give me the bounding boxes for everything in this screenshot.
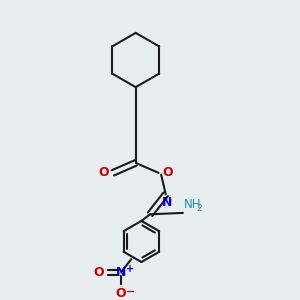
Text: O: O <box>116 287 127 300</box>
Text: N: N <box>116 266 126 279</box>
Text: O: O <box>98 167 109 179</box>
Text: N: N <box>162 196 172 209</box>
Text: O: O <box>93 266 104 279</box>
Text: O: O <box>163 167 173 179</box>
Text: +: + <box>126 264 134 274</box>
Text: NH: NH <box>184 199 202 212</box>
Text: 2: 2 <box>196 204 202 213</box>
Text: −: − <box>125 287 135 297</box>
